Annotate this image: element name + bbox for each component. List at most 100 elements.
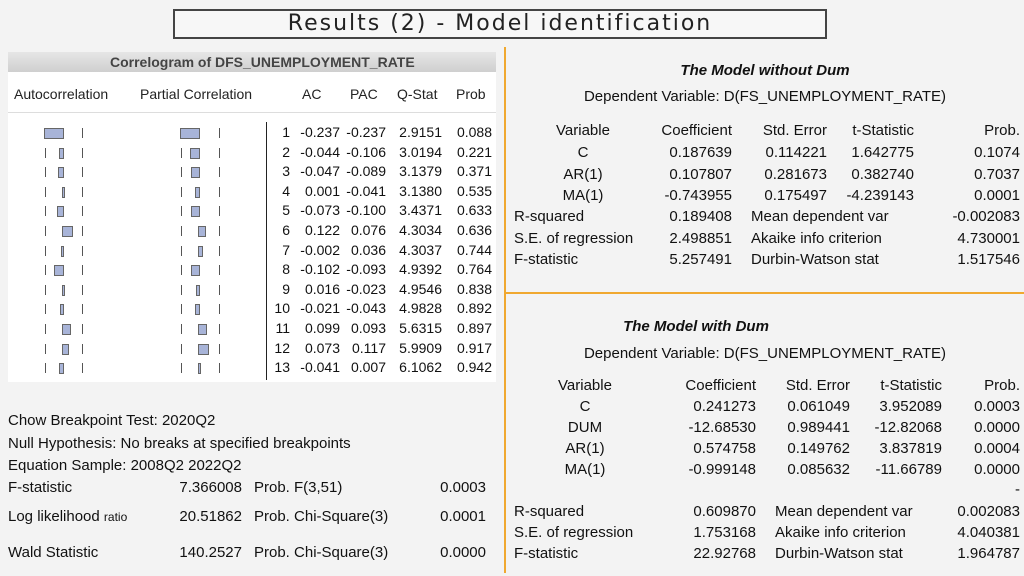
ac-cell: 0.016 [304, 280, 340, 297]
correlogram-title-text: Correlogram of DFS_UNEMPLOYMENT_RATE [110, 54, 415, 70]
prob-cell: 0.897 [456, 320, 492, 336]
coefficient-cell: -11.66789 [875, 461, 942, 478]
correlogram-panel: Correlogram of DFS_UNEMPLOYMENT_RATE Aut… [8, 52, 496, 382]
confidence-bound-tick [181, 245, 182, 256]
pac-bar [190, 147, 200, 159]
confidence-bound-tick [181, 284, 182, 295]
confidence-bound-tick [45, 284, 46, 295]
statistic-value: 1.753168 [693, 524, 756, 541]
coefficient-cell: 0.107807 [669, 165, 732, 183]
ac-cell: -0.021 [300, 300, 340, 317]
model1-dependent-variable: Dependent Variable: D(FS_UNEMPLOYMENT_RA… [583, 88, 947, 105]
confidence-bound-tick [181, 363, 182, 374]
correlogram-header: Autocorrelation Partial Correlation AC P… [8, 74, 496, 113]
confidence-bound-tick [82, 226, 83, 236]
confidence-bound-tick [45, 147, 46, 158]
chow-equation-sample: Equation Sample: 2008Q2 2022Q2 [8, 457, 242, 474]
variable-name: MA(1) [564, 461, 606, 478]
column-header: Prob. [984, 377, 1020, 394]
horizontal-divider [506, 292, 1024, 294]
coefficient-cell: 0.085632 [787, 461, 850, 478]
chow-stat-name-text: F-statistic [8, 479, 73, 496]
lag-cell: 4 [282, 182, 290, 199]
coefficient-cell: 0.1074 [974, 144, 1020, 161]
confidence-bound-tick [45, 265, 46, 276]
confidence-bound-tick [219, 284, 220, 295]
lag-cell: 13 [274, 359, 290, 376]
variable-name: C [579, 398, 591, 415]
lag-cell: 3 [282, 163, 290, 180]
qstat-cell: 4.9828 [399, 300, 442, 317]
chow-stat-name-text: Log likelihood [8, 508, 104, 525]
confidence-bound-tick [181, 304, 182, 315]
confidence-bound-tick [45, 226, 46, 236]
pac-bar [198, 324, 207, 335]
confidence-bound-tick [181, 186, 182, 197]
confidence-bound-tick [45, 206, 46, 217]
confidence-bound-tick [181, 324, 182, 334]
ac-cell: -0.044 [300, 143, 340, 160]
chow-stat-value: 20.51862 [179, 508, 242, 525]
pac-cell: -0.023 [346, 280, 386, 297]
chow-stat-name-suffix: ratio [103, 510, 128, 524]
confidence-bound-tick [82, 343, 83, 354]
coefficient-cell: 0.114221 [765, 144, 827, 161]
ac-cell: -0.041 [300, 359, 340, 376]
qstat-cell: 4.3037 [399, 241, 442, 258]
vertical-divider [504, 47, 506, 573]
confidence-bound-tick [45, 167, 46, 178]
confidence-bound-tick [82, 128, 83, 138]
confidence-bound-tick [219, 363, 220, 374]
statistic-value: 5.257491 [669, 251, 732, 268]
lag-cell: 11 [275, 320, 290, 336]
chow-prob-label: Prob. F(3,51) [254, 479, 343, 496]
statistic-label: Akaike info criterion [775, 524, 906, 541]
lag-cell: 6 [282, 222, 290, 238]
statistic-label: S.E. of regression [514, 524, 634, 541]
ac-bar [58, 147, 64, 159]
ac-cell: -0.073 [300, 202, 340, 219]
correlogram-separator [266, 122, 267, 380]
pac-cell: 0.007 [350, 359, 386, 376]
statistic-value: 1.517546 [957, 251, 1020, 268]
coefficient-cell: -4.239143 [846, 187, 914, 204]
prob-cell: 0.917 [456, 339, 492, 356]
lag-cell: 2 [282, 143, 290, 160]
statistic-label: Akaike info criterion [751, 229, 882, 247]
lag-cell: 5 [282, 202, 290, 219]
ac-bar [62, 324, 72, 335]
pac-bar [198, 363, 201, 375]
confidence-bound-tick [219, 186, 220, 197]
pac-cell: -0.041 [346, 182, 386, 199]
confidence-bound-tick [219, 245, 220, 256]
pac-bar [198, 343, 209, 355]
pac-bar [198, 226, 206, 237]
lag-cell: 9 [282, 280, 290, 297]
confidence-bound-tick [82, 363, 83, 374]
ac-bar [44, 128, 64, 139]
chow-stat-name: F-statistic [8, 479, 72, 496]
qstat-cell: 3.4371 [399, 202, 442, 219]
coefficient-cell: 0.0000 [974, 461, 1020, 478]
statistic-value: 4.730001 [957, 229, 1020, 247]
variable-name: MA(1) [562, 187, 604, 204]
chow-stat-name-text: Wald Statistic [8, 544, 99, 561]
coefficient-cell: 3.952089 [879, 398, 942, 415]
confidence-bound-tick [82, 265, 83, 276]
qstat-cell: 5.6315 [399, 320, 442, 336]
confidence-bound-tick [45, 363, 46, 374]
correlogram-title: Correlogram of DFS_UNEMPLOYMENT_RATE [8, 52, 496, 72]
statistic-label: Mean dependent var [751, 208, 889, 225]
qstat-cell: 3.1379 [399, 163, 442, 180]
coefficient-cell: 0.0004 [974, 440, 1020, 457]
pac-bar [180, 128, 200, 139]
confidence-bound-tick [45, 186, 46, 197]
variable-name: DUM [567, 419, 603, 436]
header-autocorrelation: Autocorrelation [14, 86, 109, 102]
statistic-value: 0.189408 [669, 208, 732, 225]
confidence-bound-tick [181, 343, 182, 354]
model1-heading: The Model without Dum [680, 62, 850, 79]
pac-cell: -0.089 [346, 163, 386, 180]
coefficient-cell: -12.68530 [688, 419, 756, 436]
statistic-value: 0.609870 [693, 503, 756, 520]
